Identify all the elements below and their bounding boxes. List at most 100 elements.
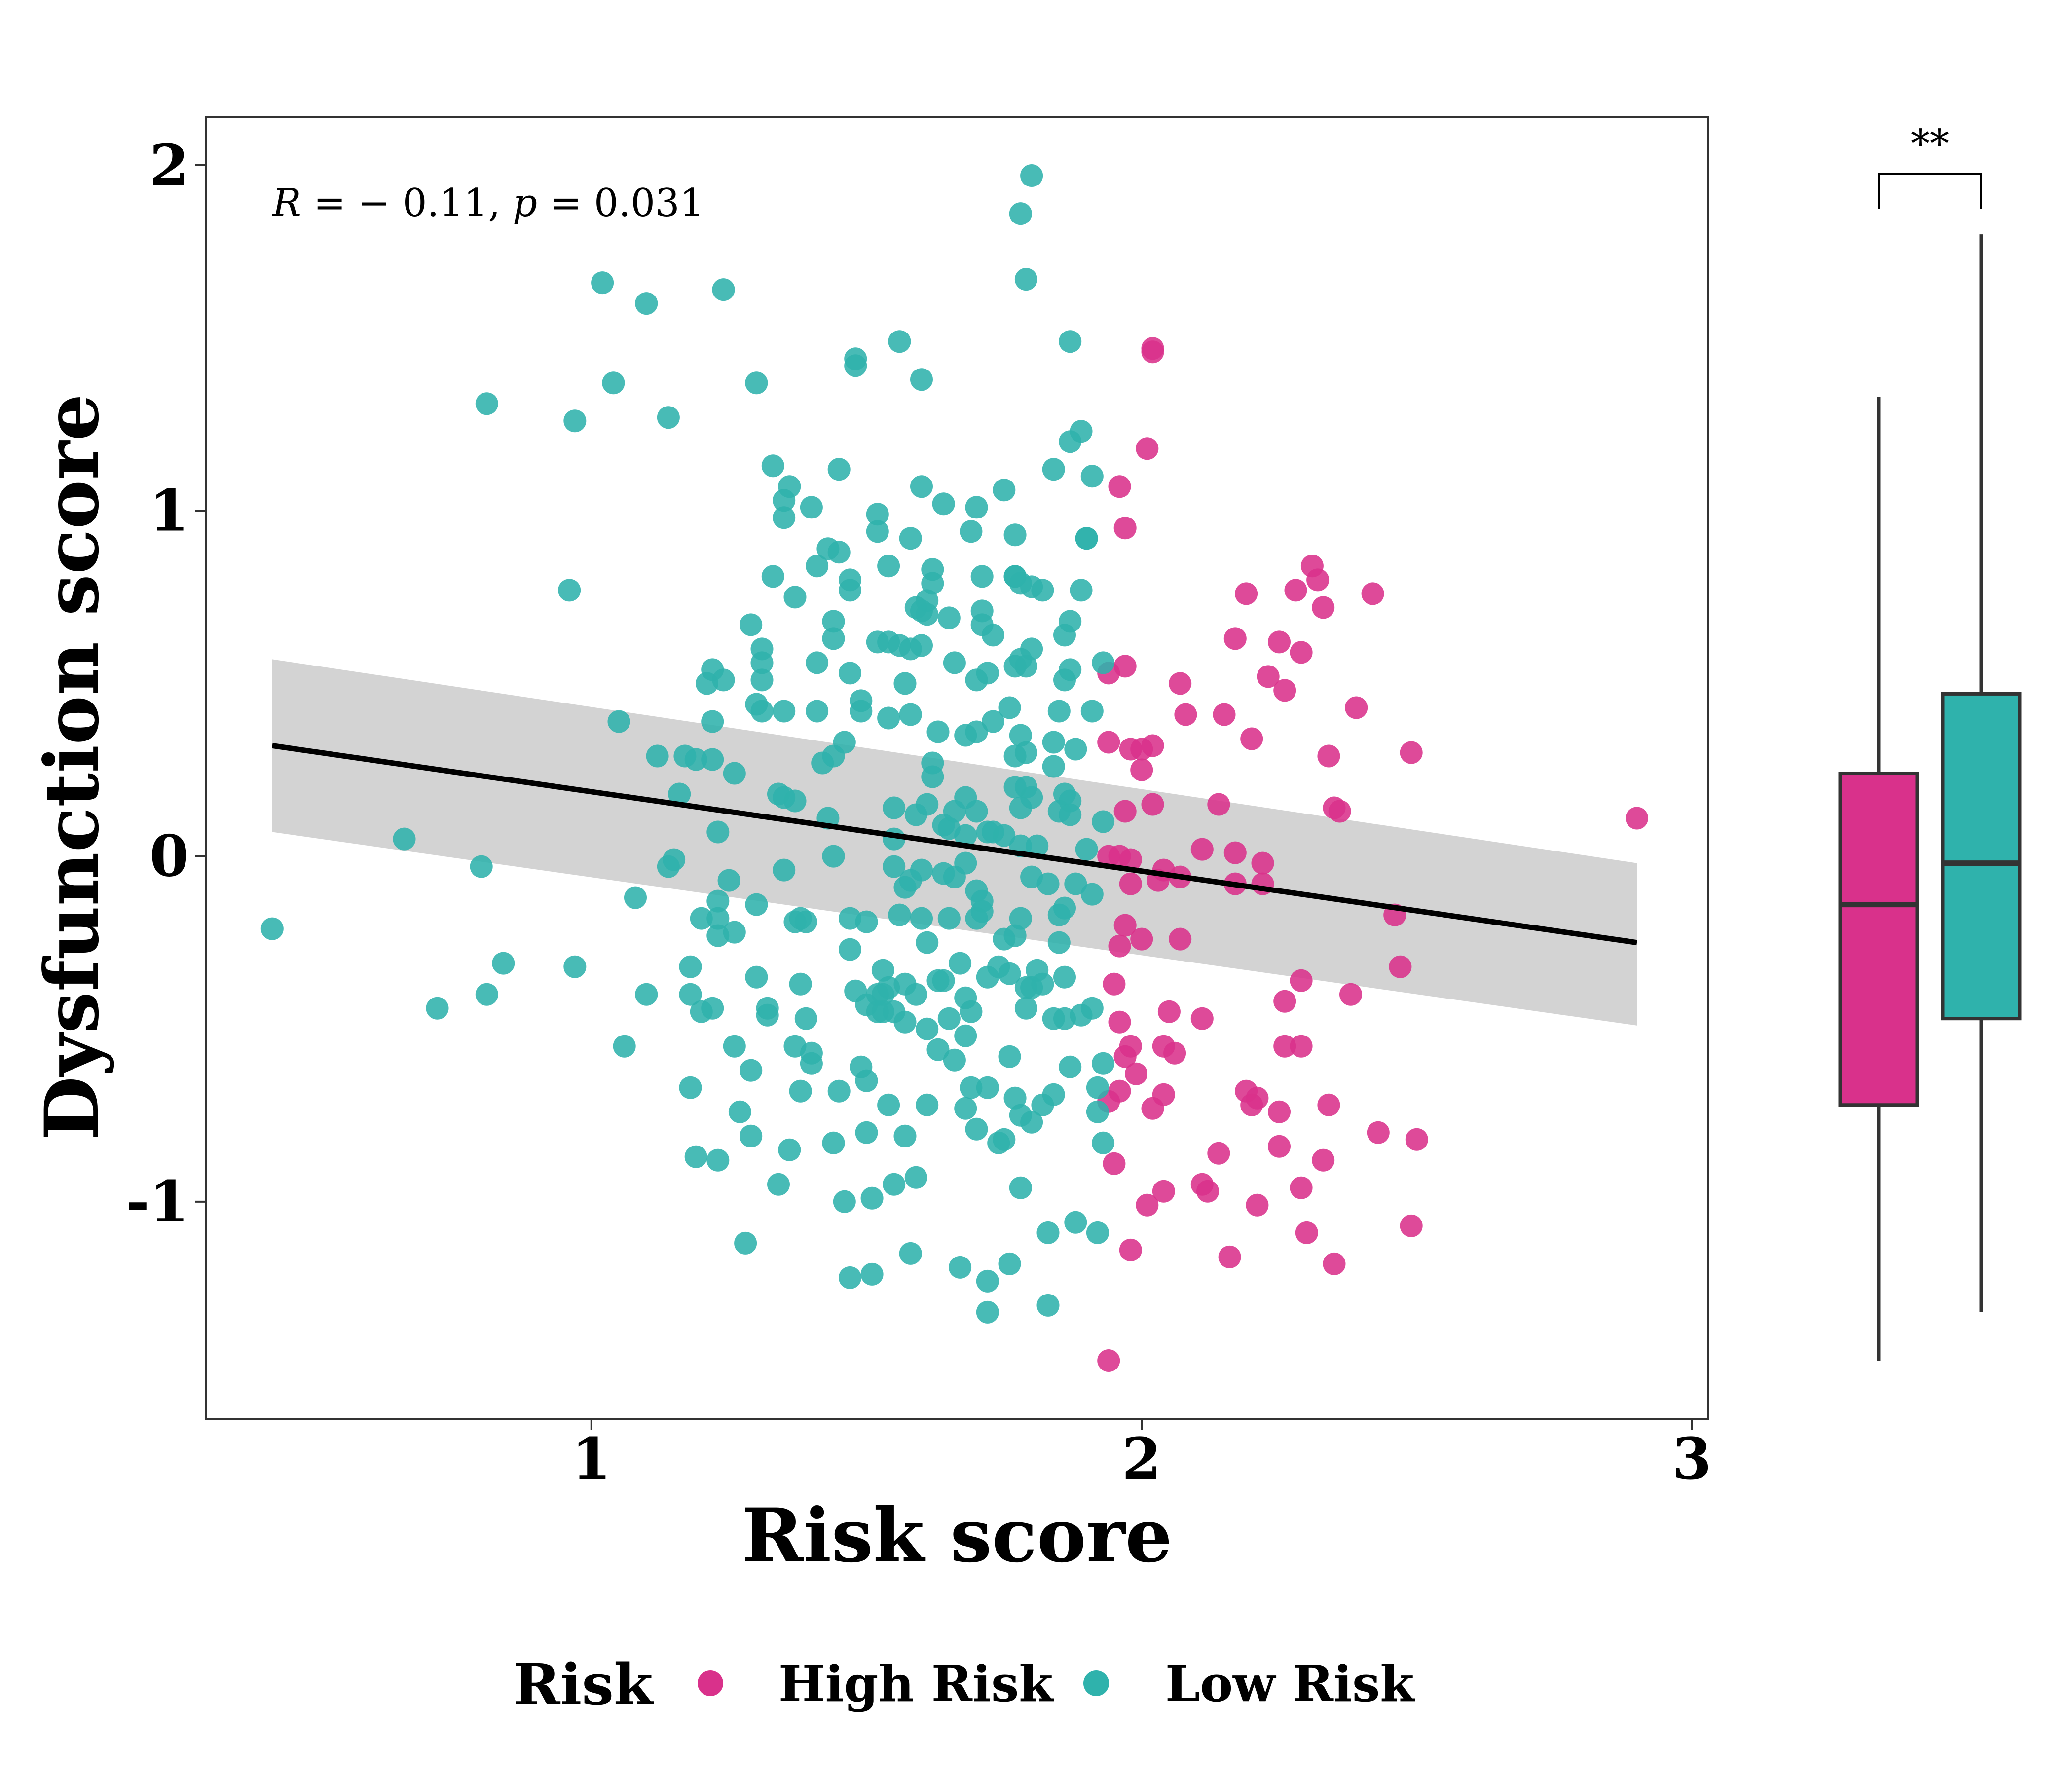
scatter-point-high-risk — [1207, 793, 1230, 816]
scatter-point-low-risk — [701, 997, 724, 1020]
significance-bracket — [1878, 173, 1982, 209]
scatter-point-low-risk — [993, 479, 1016, 502]
scatter-point-low-risk — [960, 1076, 983, 1099]
scatter-point-low-risk — [916, 1093, 939, 1116]
scatter-point-low-risk — [916, 931, 939, 954]
scatter-point-low-risk — [850, 700, 873, 723]
scatter-point-low-risk — [965, 720, 988, 743]
scatter-point-low-risk — [1092, 651, 1115, 674]
scatter-point-low-risk — [877, 706, 900, 730]
scatter-point-low-risk — [1086, 1221, 1109, 1244]
scatter-point-high-risk — [1174, 703, 1197, 726]
scatter-point-low-risk — [998, 1045, 1021, 1068]
scatter-point-high-risk — [1207, 1142, 1230, 1165]
scatter-point-high-risk — [1339, 983, 1362, 1006]
scatter-point-low-risk — [921, 558, 944, 581]
scatter-point-low-risk — [916, 793, 939, 816]
scatter-point-low-risk — [1059, 1055, 1082, 1078]
scatter-point-low-risk — [701, 710, 724, 733]
scatter-point-low-risk — [706, 889, 730, 913]
scatter-point-low-risk — [954, 1024, 977, 1047]
scatter-point-low-risk — [954, 1097, 977, 1120]
scatter-point-low-risk — [794, 910, 817, 933]
scatter-point-low-risk — [833, 1190, 856, 1213]
scatter-point-low-risk — [717, 869, 740, 892]
scatter-point-low-risk — [723, 1035, 746, 1058]
scatter-point-low-risk — [1031, 972, 1054, 996]
scatter-point-low-risk — [822, 1131, 845, 1154]
scatter-point-low-risk — [663, 848, 686, 871]
scatter-point-low-risk — [893, 1010, 917, 1034]
x-tick-label: 2 — [1122, 1426, 1161, 1492]
scatter-point-low-risk — [712, 278, 735, 301]
scatter-point-high-risk — [1246, 1193, 1269, 1217]
scatter-point-low-risk — [1014, 655, 1037, 678]
scatter-point-high-risk — [1125, 1062, 1147, 1085]
scatter-point-low-risk — [706, 820, 730, 844]
scatter-point-low-risk — [1009, 907, 1032, 930]
scatter-point-high-risk — [1312, 596, 1335, 619]
scatter-point-high-risk — [1141, 340, 1164, 364]
x-tick-label: 3 — [1672, 1426, 1712, 1492]
scatter-point-low-risk — [646, 744, 669, 768]
scatter-point-low-risk — [1070, 579, 1093, 602]
scatter-point-low-risk — [965, 1117, 988, 1141]
scatter-point-low-risk — [855, 1121, 878, 1144]
scatter-point-low-risk — [883, 796, 906, 819]
scatter-point-low-risk — [745, 893, 768, 916]
scatter-point-low-risk — [937, 907, 961, 930]
scatter-point-low-risk — [563, 409, 587, 433]
scatter-point-low-risk — [1064, 738, 1087, 761]
scatter-point-low-risk — [954, 851, 977, 875]
scatter-point-low-risk — [998, 1252, 1021, 1275]
scatter-point-low-risk — [1003, 924, 1027, 947]
scatter-point-low-risk — [993, 824, 1016, 847]
legend: Risk High Risk Low Risk — [513, 1652, 1415, 1718]
scatter-point-low-risk — [558, 579, 581, 602]
scatter-point-high-risk — [1097, 845, 1120, 868]
legend-marker-high-risk — [698, 1670, 723, 1696]
scatter-point-high-risk — [1213, 703, 1236, 726]
scatter-point-low-risk — [1092, 1131, 1115, 1154]
scatter-point-low-risk — [855, 1069, 878, 1092]
scatter-point-high-risk — [1290, 1176, 1313, 1199]
scatter-point-low-risk — [993, 1128, 1016, 1151]
scatter-point-high-risk — [1251, 851, 1274, 875]
scatter-point-low-risk — [937, 606, 961, 629]
scatter-point-low-risk — [1042, 1083, 1065, 1106]
scatter-point-high-risk — [1223, 841, 1247, 864]
regression-line — [272, 743, 1637, 946]
scatter-point-low-risk — [1059, 330, 1082, 353]
scatter-point-low-risk — [1059, 610, 1082, 633]
scatter-point-low-risk — [827, 1079, 851, 1103]
correlation-annotation: R = − 0.11, p = 0.031 — [271, 181, 704, 225]
scatter-point-low-risk — [916, 1017, 939, 1040]
y-tick-label: -1 — [126, 1169, 189, 1235]
scatter-point-high-risk — [1190, 838, 1214, 861]
scatter-point-low-risk — [783, 586, 807, 609]
scatter-point-high-risk — [1290, 969, 1313, 992]
scatter-point-low-risk — [706, 907, 730, 930]
scatter-point-high-risk — [1273, 990, 1296, 1013]
scatter-point-low-risk — [740, 1124, 763, 1147]
scatter-point-high-risk — [1626, 807, 1648, 830]
scatter-point-low-risk — [1064, 1211, 1087, 1234]
scatter-point-low-risk — [1086, 1100, 1109, 1123]
scatter-point-high-risk — [1108, 934, 1131, 958]
scatter-point-low-risk — [1042, 731, 1065, 754]
scatter-point-low-risk — [839, 579, 861, 602]
scatter-point-low-risk — [492, 952, 515, 975]
scatter-point-low-risk — [684, 748, 707, 771]
scatter-point-low-risk — [393, 827, 416, 851]
scatter-point-low-risk — [1070, 420, 1093, 443]
y-tick-label: 1 — [149, 478, 189, 544]
scatter-point-low-risk — [1080, 465, 1104, 488]
p-label: p — [513, 181, 537, 225]
scatter-point-low-risk — [1042, 755, 1065, 778]
scatter-point-low-risk — [893, 672, 917, 695]
scatter-point-low-risk — [1036, 1221, 1060, 1244]
scatter-point-low-risk — [860, 1186, 884, 1210]
scatter-point-high-risk — [1141, 734, 1164, 757]
scatter-point-low-risk — [827, 541, 851, 564]
scatter-point-low-risk — [932, 969, 955, 992]
